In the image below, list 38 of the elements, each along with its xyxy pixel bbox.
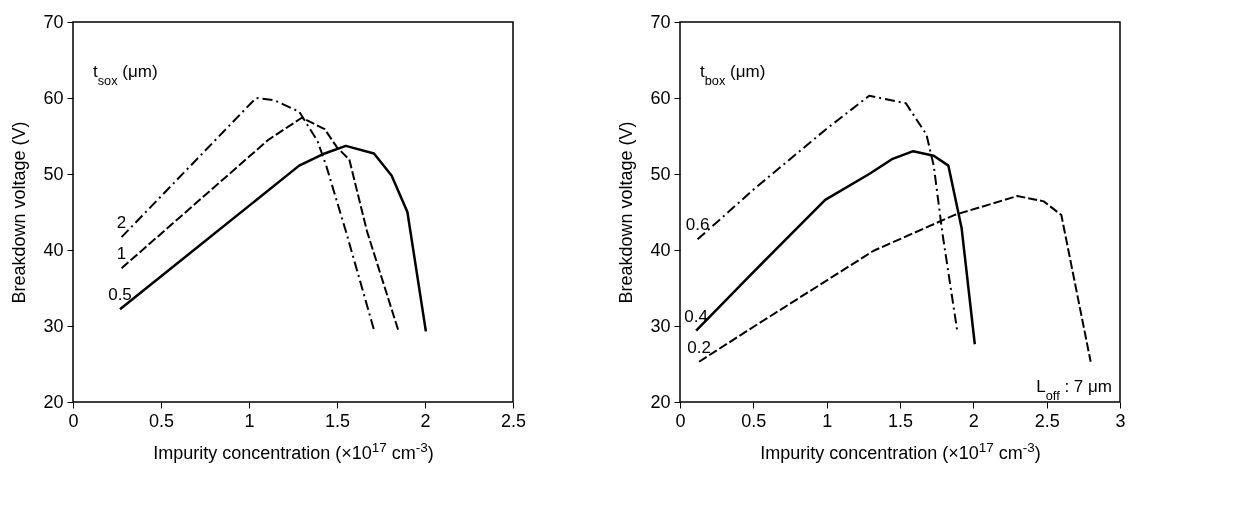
- x-axis-title: Impurity concentration (×10$^{17}$ cm$^{-3}$): [153, 439, 434, 463]
- y-tick-label: 60: [650, 87, 671, 108]
- series-label: 0.6: [685, 215, 710, 235]
- x-tick-label: 2: [968, 410, 979, 431]
- legend-title: t$_{box}$ (μm): [700, 62, 766, 88]
- annotation: L$_{off}$ : 7 μm: [1036, 377, 1112, 403]
- y-tick-label: 50: [650, 163, 671, 184]
- y-tick-label: 20: [43, 391, 64, 412]
- y-tick-label: 70: [43, 11, 64, 32]
- y-tick-label: 50: [43, 163, 64, 184]
- x-tick-label: 1: [244, 410, 255, 431]
- series-label: 0.5: [108, 285, 132, 305]
- y-tick-label: 40: [43, 239, 64, 260]
- y-tick-label: 30: [43, 315, 64, 336]
- x-tick-label: 0: [68, 410, 79, 431]
- y-axis-title: Breakdown voltage (V): [9, 121, 30, 304]
- x-tick-label: 1.5: [324, 410, 351, 431]
- y-tick-label: 40: [650, 239, 671, 260]
- x-tick-label: 0.5: [148, 410, 175, 431]
- x-tick-label: 1: [822, 410, 833, 431]
- y-tick-label: 20: [650, 391, 671, 412]
- series-label: 2: [116, 213, 127, 233]
- y-tick-label: 70: [650, 11, 671, 32]
- x-tick-label: 2.5: [1034, 410, 1060, 431]
- x-tick-label: 0: [675, 410, 686, 431]
- x-tick-label: 2: [420, 410, 431, 431]
- series-label: 0.4: [684, 306, 708, 326]
- y-tick-label: 60: [43, 87, 64, 108]
- legend-title: t$_{sox}$ (μm): [93, 62, 158, 88]
- x-tick-label: 3: [1115, 410, 1126, 431]
- x-tick-label: 1.5: [887, 410, 914, 431]
- series-label: 0.2: [687, 337, 711, 357]
- x-tick-label: 2.5: [500, 410, 527, 431]
- x-tick-label: 0.5: [741, 410, 767, 431]
- y-axis-title: Breakdown voltage (V): [616, 121, 637, 304]
- y-tick-label: 30: [650, 315, 671, 336]
- x-axis-title: Impurity concentration (×10$^{17}$ cm$^{-3}$): [760, 439, 1041, 463]
- series-label: 1: [116, 244, 127, 264]
